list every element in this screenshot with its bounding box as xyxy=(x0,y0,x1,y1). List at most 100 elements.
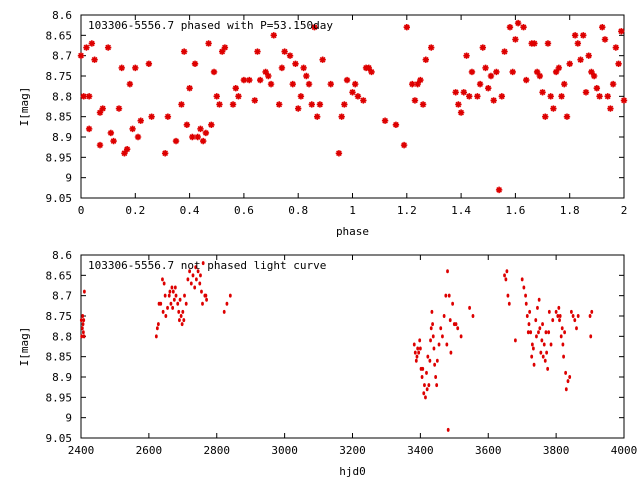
y-tick-label: 8.8 xyxy=(52,330,72,343)
data-point xyxy=(145,60,153,67)
data-point xyxy=(524,301,528,306)
data-point xyxy=(526,330,530,335)
data-point xyxy=(536,305,539,310)
data-point xyxy=(137,117,144,124)
data-point xyxy=(556,314,560,318)
data-point xyxy=(504,277,508,282)
x-tick-label: 0 xyxy=(78,204,85,217)
data-point xyxy=(400,141,408,149)
data-point xyxy=(123,146,131,153)
data-point xyxy=(213,93,220,100)
data-point xyxy=(218,48,226,55)
data-point xyxy=(566,379,570,384)
data-point xyxy=(426,354,430,359)
data-point xyxy=(476,80,484,88)
x-tick-label: 1 xyxy=(349,204,356,217)
data-point xyxy=(254,48,261,55)
data-point xyxy=(474,93,481,100)
data-point xyxy=(96,141,104,149)
data-point xyxy=(305,80,313,88)
data-point xyxy=(172,137,180,145)
data-point xyxy=(449,350,453,355)
data-point xyxy=(580,32,587,39)
data-point xyxy=(482,64,489,72)
data-point xyxy=(210,68,218,76)
data-point xyxy=(77,52,85,59)
data-point xyxy=(564,387,568,392)
data-point xyxy=(425,387,429,392)
data-point xyxy=(96,109,104,116)
data-point xyxy=(418,338,422,343)
data-point xyxy=(316,101,324,108)
data-point xyxy=(164,314,168,318)
data-point xyxy=(468,68,476,76)
data-point xyxy=(180,48,188,55)
data-point xyxy=(607,105,614,112)
data-point xyxy=(539,350,543,355)
data-point xyxy=(596,93,603,100)
data-point xyxy=(506,293,510,298)
data-point xyxy=(186,85,193,92)
data-point xyxy=(569,309,573,314)
data-point xyxy=(566,60,573,67)
data-point xyxy=(588,314,592,318)
data-point xyxy=(419,101,427,108)
data-point xyxy=(163,293,167,298)
data-point xyxy=(205,297,208,302)
data-point xyxy=(546,366,550,371)
data-point xyxy=(452,89,459,96)
data-point xyxy=(420,375,424,379)
data-point xyxy=(435,383,439,388)
data-point xyxy=(434,375,438,379)
data-point xyxy=(319,56,326,63)
data-point xyxy=(178,318,181,323)
data-point xyxy=(540,338,544,343)
data-point xyxy=(416,346,420,351)
data-point xyxy=(415,354,419,359)
data-point xyxy=(129,125,136,133)
data-point xyxy=(618,28,625,35)
data-point xyxy=(121,150,128,157)
data-point xyxy=(509,68,516,76)
data-point xyxy=(466,93,473,100)
data-point xyxy=(435,358,439,363)
data-point xyxy=(535,334,538,339)
data-point xyxy=(104,44,112,51)
data-point xyxy=(457,109,465,116)
data-point xyxy=(107,129,115,137)
data-point xyxy=(433,362,437,367)
data-point xyxy=(156,322,160,327)
data-point xyxy=(134,133,142,141)
data-point xyxy=(275,101,283,108)
data-point xyxy=(432,346,436,351)
data-point xyxy=(561,80,568,88)
data-point xyxy=(527,322,531,327)
data-point xyxy=(155,326,159,331)
data-point xyxy=(537,297,541,302)
y-tick-label: 9.05 xyxy=(46,192,73,205)
data-point xyxy=(216,101,223,108)
data-point xyxy=(189,281,193,286)
data-point xyxy=(582,89,590,96)
data-point xyxy=(201,301,204,306)
y-tick-label: 8.65 xyxy=(46,29,73,42)
data-point xyxy=(463,52,470,59)
y-tick-label: 8.75 xyxy=(46,310,73,323)
data-point xyxy=(85,125,93,133)
data-point xyxy=(439,326,443,331)
data-point xyxy=(173,285,177,290)
data-point xyxy=(430,309,434,314)
x-tick-label: 2400 xyxy=(68,444,95,457)
data-point xyxy=(568,375,572,379)
data-point xyxy=(532,362,536,367)
data-point xyxy=(525,314,529,318)
data-point xyxy=(560,326,564,331)
data-point xyxy=(558,318,561,323)
data-point xyxy=(91,56,98,63)
data-point xyxy=(126,80,134,88)
data-point xyxy=(575,326,578,331)
y-tick-label: 8.85 xyxy=(46,351,73,364)
y-tick-label: 9.05 xyxy=(46,432,73,445)
data-point xyxy=(81,330,85,335)
